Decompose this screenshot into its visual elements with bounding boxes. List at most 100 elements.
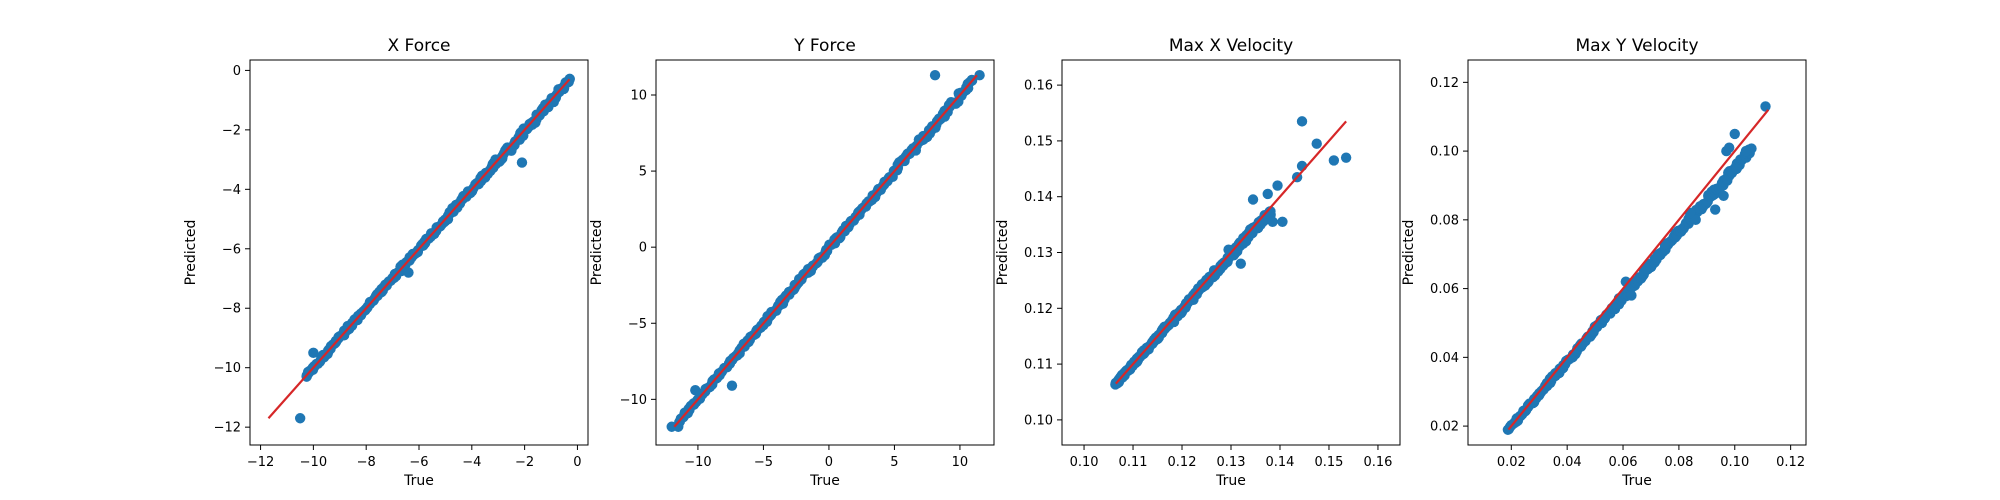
y-tick-label: 0.12 bbox=[1430, 76, 1459, 91]
data-point bbox=[308, 347, 319, 359]
y-axis-label: Predicted bbox=[589, 220, 605, 286]
data-points bbox=[294, 73, 575, 424]
chart-title: Max Y Velocity bbox=[1575, 36, 1698, 56]
y-tick-label: 0.13 bbox=[1024, 246, 1053, 261]
data-point bbox=[1620, 276, 1632, 287]
data-point bbox=[1235, 258, 1247, 269]
data-point bbox=[1272, 180, 1283, 191]
y-tick-label: −5 bbox=[628, 317, 647, 332]
x-tick-label: 0.10 bbox=[1720, 455, 1749, 470]
chart-panel-2: −10 −5 0 5 10 −10 −5 0 5 10 Y Force True Predicted bbox=[589, 36, 995, 489]
x-tick-label: 0.08 bbox=[1664, 455, 1693, 470]
data-point bbox=[1626, 290, 1637, 301]
y-tick-label: 0 bbox=[639, 241, 647, 256]
chart-panel-1: −12 −10 −8 −6 −4 −2 0 −12 −10 −8 −6 −4 −2 0 X Force Tru… bbox=[183, 36, 589, 489]
y-tick-label: −10 bbox=[214, 361, 241, 376]
x-tick-label: 0.02 bbox=[1497, 455, 1526, 470]
x-tick-label: 0.04 bbox=[1553, 455, 1582, 470]
data-point bbox=[506, 145, 517, 156]
data-point bbox=[1740, 145, 1752, 157]
data-point bbox=[1247, 194, 1259, 205]
data-point bbox=[1311, 138, 1322, 149]
y-axis-label: Predicted bbox=[1401, 220, 1417, 286]
data-point bbox=[516, 157, 528, 168]
x-tick-label: 0.12 bbox=[1776, 455, 1805, 470]
x-axis-label: True bbox=[809, 473, 840, 489]
fit-line bbox=[1115, 120, 1347, 385]
y-tick-label: −6 bbox=[222, 242, 241, 257]
y-tick-label: −8 bbox=[222, 302, 241, 317]
y-tick-label: 0.10 bbox=[1430, 145, 1459, 160]
y-tick-label: 5 bbox=[639, 165, 647, 180]
data-point bbox=[1328, 155, 1340, 166]
x-tick-label: 5 bbox=[890, 455, 898, 470]
y-tick-label: 0.04 bbox=[1430, 351, 1459, 366]
x-tick-label: −10 bbox=[300, 455, 327, 470]
x-tick-label: 0.11 bbox=[1119, 455, 1148, 470]
x-tick-label: −10 bbox=[684, 455, 711, 470]
data-point bbox=[690, 385, 701, 396]
data-point bbox=[1262, 188, 1273, 200]
data-point bbox=[929, 70, 941, 81]
data-point bbox=[294, 413, 306, 424]
x-tick-label: −2 bbox=[515, 455, 534, 470]
data-point bbox=[726, 380, 738, 391]
x-tick-label: 0.16 bbox=[1363, 455, 1392, 470]
data-point bbox=[403, 267, 414, 278]
x-tick-label: 0.13 bbox=[1217, 455, 1246, 470]
x-tick-label: 0.14 bbox=[1266, 455, 1295, 470]
x-tick-label: −12 bbox=[247, 455, 274, 470]
chart-panel-4: 0.02 0.04 0.06 0.08 0.10 0.12 0.02 0.04 0.06 0.08… bbox=[1401, 36, 1807, 489]
data-point bbox=[1267, 216, 1278, 228]
y-tick-label: −12 bbox=[214, 421, 241, 436]
data-point bbox=[1729, 128, 1740, 140]
y-tick-label: 10 bbox=[630, 89, 647, 104]
data-point bbox=[1760, 101, 1771, 112]
data-point bbox=[1723, 142, 1735, 153]
x-tick-label: 0.12 bbox=[1168, 455, 1197, 470]
data-point bbox=[342, 320, 353, 332]
y-tick-label: −10 bbox=[620, 393, 647, 408]
x-tick-label: 0.06 bbox=[1609, 455, 1638, 470]
x-tick-label: 0 bbox=[825, 455, 833, 470]
chart-panel-3: 0.10 0.11 0.12 0.13 0.14 0.15 0.16 0.10 0.11 0.12… bbox=[995, 36, 1401, 489]
y-tick-label: −2 bbox=[222, 123, 241, 138]
x-tick-label: −8 bbox=[357, 455, 376, 470]
data-point bbox=[1296, 116, 1308, 127]
data-point bbox=[1710, 204, 1721, 215]
data-points bbox=[1502, 101, 1771, 435]
y-tick-label: −4 bbox=[222, 183, 241, 198]
chart-title: Y Force bbox=[793, 36, 856, 56]
y-tick-label: 0.02 bbox=[1430, 420, 1459, 435]
axes-frame bbox=[655, 59, 995, 446]
data-point bbox=[395, 261, 406, 272]
data-point bbox=[1690, 214, 1701, 226]
y-tick-label: 0 bbox=[233, 64, 241, 79]
y-tick-label: 0.10 bbox=[1024, 413, 1053, 428]
x-tick-label: −5 bbox=[754, 455, 773, 470]
x-tick-label: 0.10 bbox=[1070, 455, 1099, 470]
fit-line bbox=[673, 74, 978, 428]
y-tick-label: 0.16 bbox=[1024, 79, 1053, 94]
x-axis-label: True bbox=[1215, 473, 1246, 489]
data-point bbox=[974, 70, 985, 81]
y-tick-label: 0.06 bbox=[1430, 282, 1459, 297]
chart-title: Max X Velocity bbox=[1169, 36, 1293, 56]
y-tick-label: 0.11 bbox=[1024, 358, 1053, 373]
x-tick-label: −4 bbox=[462, 455, 481, 470]
x-axis-label: True bbox=[1621, 473, 1652, 489]
y-tick-label: 0.14 bbox=[1024, 190, 1053, 205]
x-tick-label: 10 bbox=[952, 455, 969, 470]
y-tick-label: 0.08 bbox=[1430, 213, 1459, 228]
data-point bbox=[1651, 252, 1662, 263]
y-tick-label: 0.15 bbox=[1024, 134, 1053, 149]
x-tick-label: 0 bbox=[573, 455, 581, 470]
x-axis-label: True bbox=[403, 473, 434, 489]
y-axis-label: Predicted bbox=[995, 220, 1011, 286]
data-point bbox=[1718, 190, 1729, 201]
data-point bbox=[1340, 152, 1352, 163]
chart-title: X Force bbox=[387, 36, 450, 56]
axes-frame bbox=[1467, 59, 1807, 446]
x-tick-label: 0.15 bbox=[1314, 455, 1343, 470]
